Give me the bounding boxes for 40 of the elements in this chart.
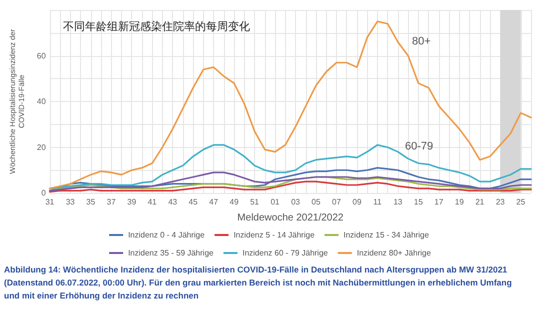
legend-label: Inzidenz 60 - 79 Jährige bbox=[242, 248, 328, 258]
x-tick-label: 47 bbox=[209, 198, 219, 206]
text: 不同年龄组新冠感染住院率的每周变化 bbox=[63, 20, 250, 33]
y-tick-label: 20 bbox=[36, 142, 46, 152]
x-tick-label: 41 bbox=[148, 198, 158, 206]
x-tick-label: 45 bbox=[188, 198, 198, 206]
x-tick-label: 35 bbox=[86, 198, 96, 206]
legend-label: Inzidenz 15 - 34 Jährige bbox=[344, 230, 430, 240]
x-tick-label: 11 bbox=[373, 198, 382, 206]
x-axis-title: Meldewoche 2021/2022 bbox=[237, 212, 344, 224]
x-tick-label: 43 bbox=[168, 198, 178, 206]
line-series bbox=[49, 20, 532, 190]
x-tick-label: 21 bbox=[475, 198, 485, 206]
x-tick-label: 33 bbox=[66, 198, 76, 206]
x-tick-label: 15 bbox=[414, 198, 424, 206]
x-tick-label: 17 bbox=[434, 198, 444, 206]
legend-label: Inzidenz 80+ Jährige bbox=[356, 248, 432, 258]
x-tick-label: 25 bbox=[516, 198, 526, 206]
legend-label: Inzidenz 0 - 4 Jährige bbox=[128, 230, 206, 240]
x-tick-label: 03 bbox=[291, 198, 301, 206]
x-tick-label: 19 bbox=[454, 198, 464, 206]
y-tick-label: 0 bbox=[41, 188, 46, 198]
x-tick-label: 49 bbox=[230, 198, 240, 206]
x-tick-label: 05 bbox=[312, 198, 321, 206]
x-tick-label: 07 bbox=[332, 198, 342, 206]
text: Abbildung 14: Wöchentliche Inzidenz der hospitalisierten COVID-19-Fälle in Deutschland nach Altersgruppen ab MW 31/2021 (Datenstand 06.07.2022, 00:00 Uhr). Für den grau markierten Bereich ist noch mit Nachübermittlungen in erheblichem Umfang und mit einer Erhöhung der Inzidenz zu rechnen bbox=[4, 264, 514, 300]
y-tick-label: 40 bbox=[36, 97, 46, 106]
x-tick-label: 51 bbox=[250, 198, 260, 206]
x-tick-label: 13 bbox=[393, 198, 403, 206]
y-tick-label: 60 bbox=[36, 51, 46, 60]
x-tick-label: 01 bbox=[270, 198, 280, 206]
annotation: 80+ bbox=[412, 36, 431, 48]
annotation: 60-79 bbox=[405, 140, 434, 152]
x-tick-label: 09 bbox=[352, 198, 362, 206]
x-tick-label: 37 bbox=[106, 198, 116, 206]
legend-label: Inzidenz 35 - 59 Jährige bbox=[128, 248, 214, 258]
x-tick-label: 23 bbox=[496, 198, 506, 206]
legend-label: Inzidenz 5 - 14 Jährige bbox=[234, 230, 316, 240]
x-tick-label: 31 bbox=[45, 198, 55, 206]
x-tick-label: 39 bbox=[127, 198, 137, 206]
